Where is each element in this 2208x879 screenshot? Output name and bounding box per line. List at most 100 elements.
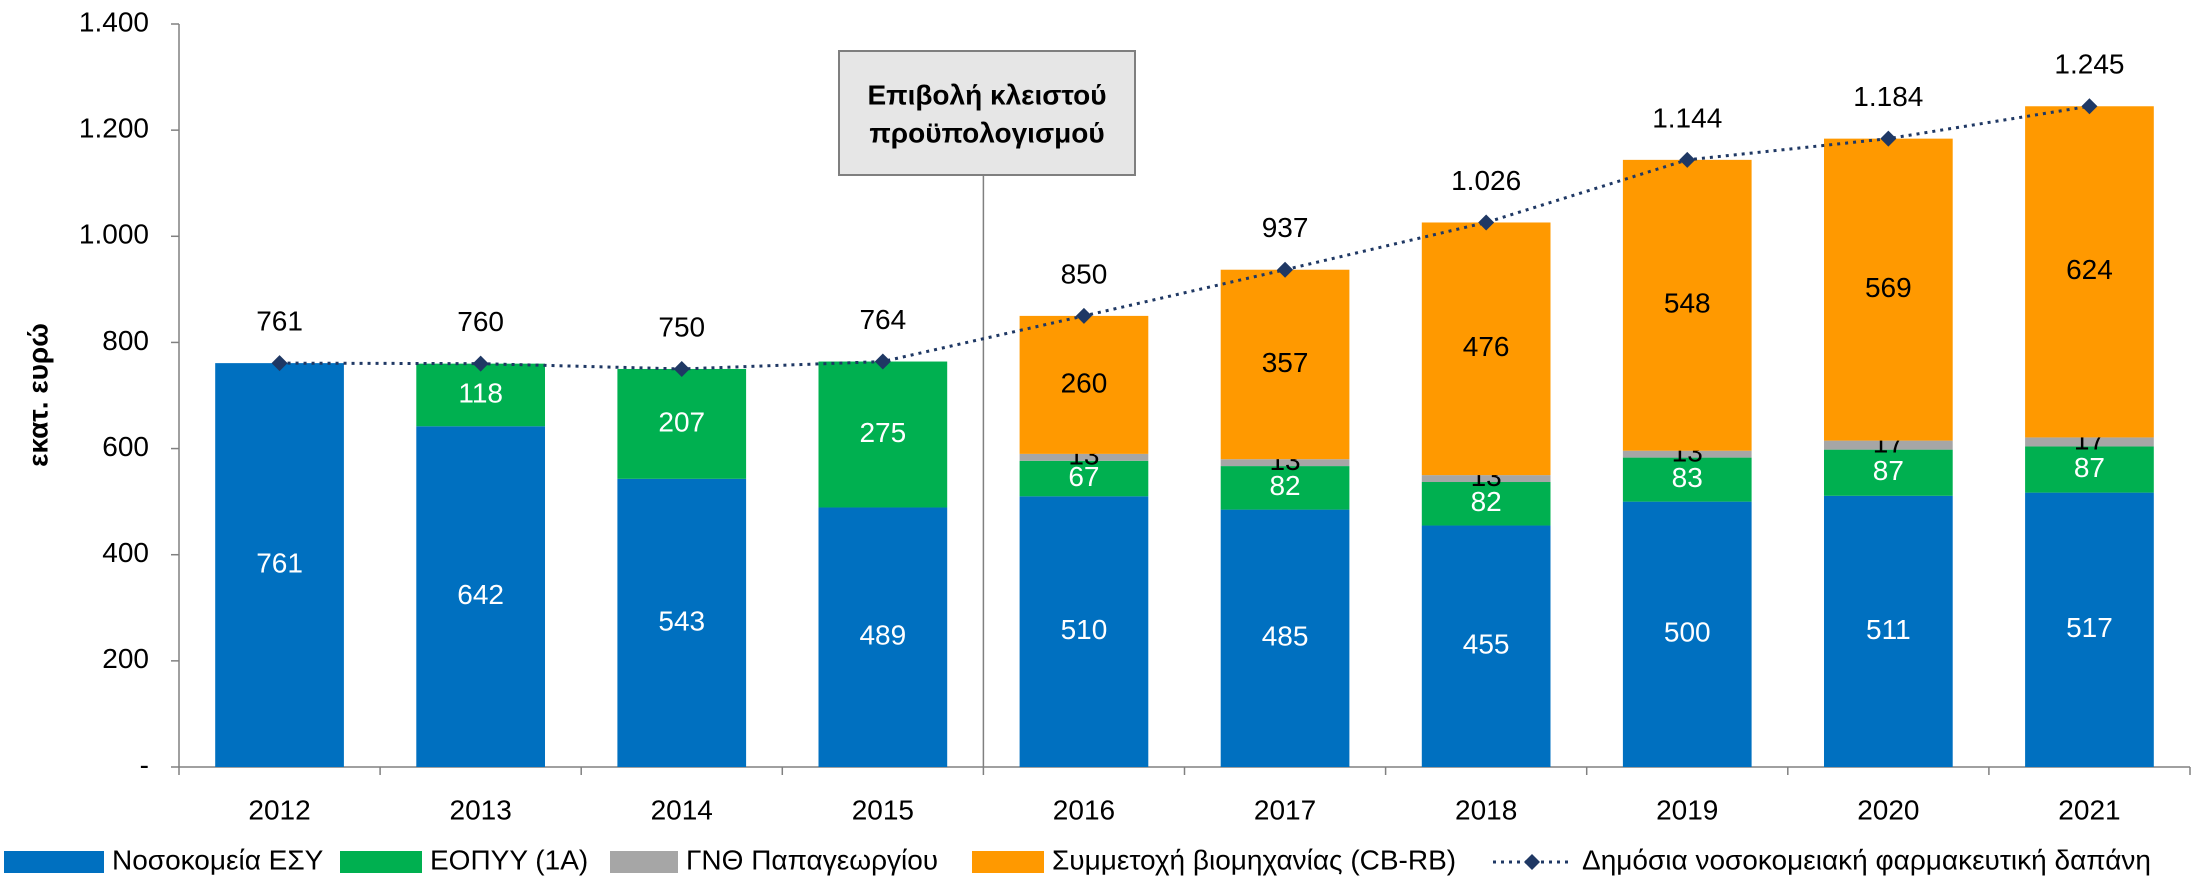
bar-label: 510 — [1061, 614, 1108, 645]
line-marker — [1277, 261, 1294, 278]
bar-label: 275 — [859, 417, 906, 448]
line-marker — [271, 355, 288, 372]
y-tick-label: 1.000 — [79, 219, 149, 250]
bar-segment — [1823, 449, 1953, 496]
bar-segment — [617, 478, 747, 767]
x-tick-label: 2018 — [1455, 794, 1517, 825]
x-tick-label: 2017 — [1254, 794, 1316, 825]
bar-label: 118 — [458, 377, 503, 408]
bar-segment — [1823, 495, 1953, 767]
bar-segment — [416, 426, 546, 767]
x-tick-label: 2021 — [2058, 794, 2120, 825]
bar-label: 548 — [1664, 288, 1711, 319]
line-label: 1.026 — [1451, 165, 1521, 196]
bar-segment — [215, 363, 344, 767]
line-label: 850 — [1061, 258, 1108, 289]
y-tick-label: 1.400 — [79, 6, 149, 37]
line-label: 1.245 — [2054, 49, 2124, 80]
y-tick-label: 200 — [102, 643, 149, 674]
bar-segment — [1622, 457, 1752, 502]
legend-label: ΕΟΠΥΥ (1Α) — [430, 844, 588, 875]
line-label: 760 — [457, 306, 504, 337]
bar-label: 455 — [1463, 629, 1510, 660]
bar-segment — [617, 368, 747, 479]
bar-segment — [2025, 446, 2154, 493]
y-tick-label: 800 — [102, 325, 149, 356]
bar-segment — [1019, 315, 1149, 454]
bar-segment — [1019, 453, 1149, 461]
annotation-text: Επιβολή κλειστού — [867, 79, 1106, 110]
line-marker — [1075, 307, 1092, 324]
bar-label: 82 — [1471, 486, 1502, 517]
bar-label: 642 — [457, 579, 504, 610]
legend-swatch — [4, 851, 104, 873]
line-marker — [1679, 151, 1696, 168]
line-label: 764 — [859, 304, 906, 335]
bar-segment — [1421, 482, 1551, 526]
bar-label: 517 — [2066, 612, 2113, 643]
bar-segment — [1220, 269, 1350, 460]
x-tick-label: 2014 — [651, 794, 713, 825]
bar-label: 624 — [2066, 254, 2113, 285]
bar-label: 357 — [1262, 347, 1309, 378]
bar-label: 87 — [2074, 452, 2105, 483]
bar-segment — [1220, 466, 1350, 510]
y-axis-label: εκατ. ευρώ — [22, 323, 53, 467]
legend-swatch — [610, 851, 678, 873]
bar-segment — [2025, 106, 2154, 438]
x-tick-label: 2013 — [450, 794, 512, 825]
bar-segment — [1823, 138, 1953, 441]
x-tick-label: 2015 — [852, 794, 914, 825]
legend-label: Δημόσια νοσοκομειακή φαρμακευτική δαπάνη — [1582, 844, 2151, 875]
line-series — [279, 104, 2090, 371]
bar-segment — [818, 507, 948, 767]
bar-label: 569 — [1865, 272, 1912, 303]
line-label: 750 — [658, 311, 705, 342]
legend-swatch — [972, 851, 1044, 873]
line-marker — [1478, 214, 1495, 231]
line-marker — [2081, 98, 2098, 115]
x-tick-label: 2019 — [1656, 794, 1718, 825]
line-label: 1.144 — [1652, 102, 1722, 133]
bar-label: 82 — [1269, 470, 1300, 501]
bar-label: 489 — [859, 620, 906, 651]
bar-label: 87 — [1873, 455, 1904, 486]
bar-label: 761 — [256, 547, 303, 578]
bar-segment — [1220, 459, 1350, 467]
bar-label: 476 — [1463, 331, 1510, 362]
bar-segment — [1421, 525, 1551, 767]
legend-label: ΓΝΘ Παπαγεωργίου — [686, 844, 938, 875]
legend-swatch — [340, 851, 422, 873]
bar-segment — [2025, 437, 2154, 447]
line-marker — [1880, 130, 1897, 147]
bar-segment — [1019, 496, 1149, 767]
x-tick-label: 2012 — [248, 794, 310, 825]
y-tick-label: 1.200 — [79, 113, 149, 144]
bar-label: 485 — [1262, 621, 1309, 652]
bar-segment — [1220, 509, 1350, 767]
bar-segment — [1622, 450, 1752, 458]
bar-label: 260 — [1061, 367, 1108, 398]
y-tick-label: 400 — [102, 537, 149, 568]
bar-segment — [416, 363, 546, 427]
bar-label: 207 — [658, 406, 705, 437]
bar-segment — [2025, 492, 2154, 767]
bar-segment — [1421, 222, 1551, 476]
legend-marker — [1524, 854, 1540, 870]
legend-label: Συμμετοχή βιομηχανίας (CB-RB) — [1052, 844, 1456, 875]
bar-segment — [1019, 460, 1149, 497]
bar-label: 500 — [1664, 617, 1711, 648]
bar-label: 511 — [1866, 614, 1911, 645]
line-marker — [673, 360, 690, 377]
bar-segment — [1421, 475, 1551, 483]
line-marker — [472, 355, 489, 372]
bar-label: 83 — [1672, 462, 1703, 493]
x-tick-label: 2020 — [1857, 794, 1919, 825]
line-label: 937 — [1262, 212, 1309, 243]
bar-label: 543 — [658, 605, 705, 636]
annotation-text: προϋπολογισμού — [869, 117, 1104, 148]
x-tick-label: 2016 — [1053, 794, 1115, 825]
bar-segment — [818, 361, 948, 508]
bar-segment — [1823, 440, 1953, 450]
